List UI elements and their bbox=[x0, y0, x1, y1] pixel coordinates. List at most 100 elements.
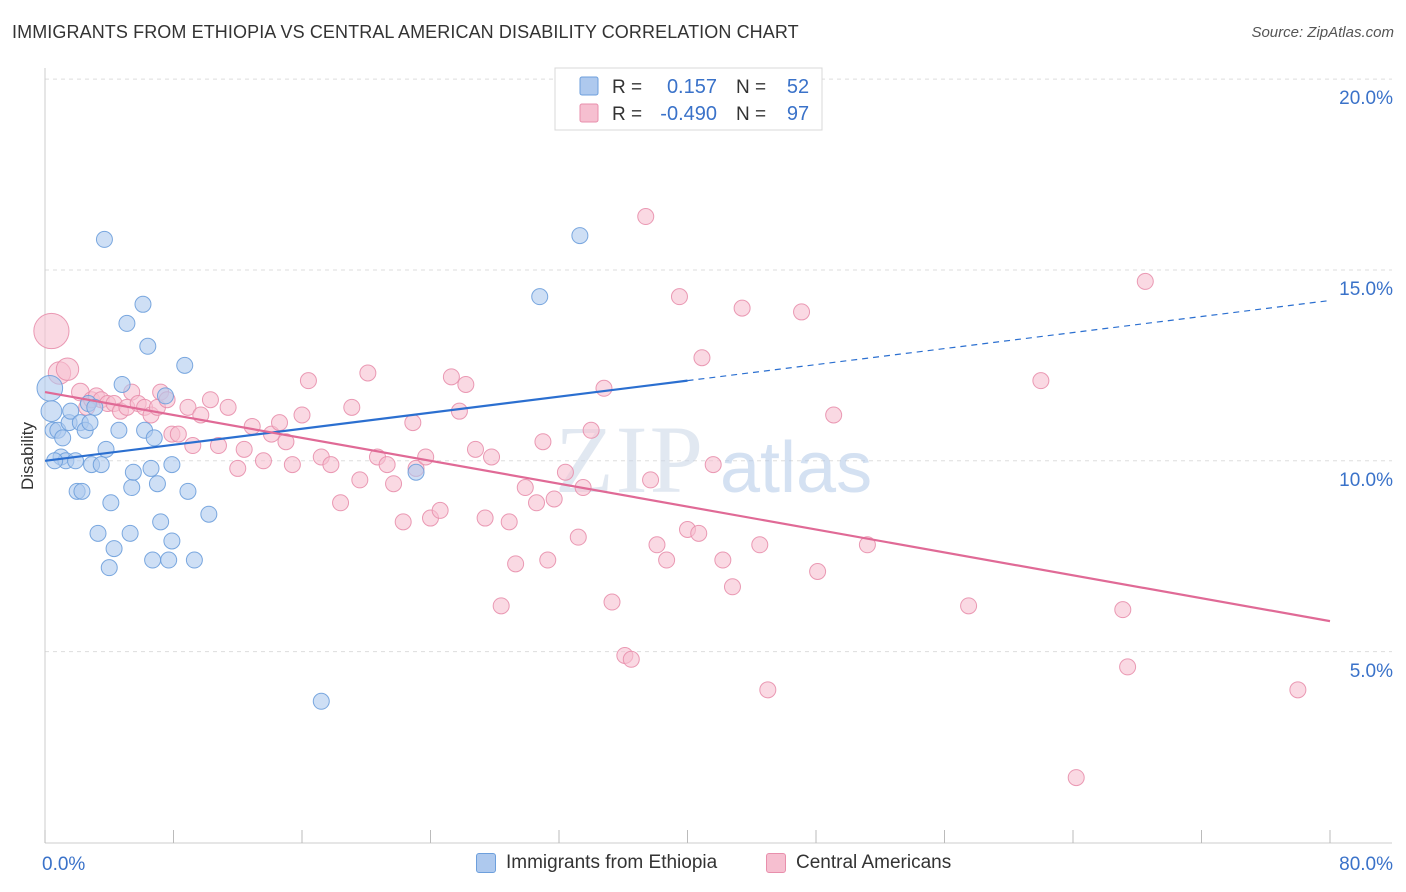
data-point bbox=[102, 494, 120, 512]
data-point bbox=[1114, 601, 1132, 619]
data-point bbox=[1289, 681, 1307, 699]
y-tick-label: 15.0% bbox=[1339, 279, 1393, 300]
data-point bbox=[139, 337, 157, 355]
data-point bbox=[124, 463, 142, 481]
data-point bbox=[1136, 272, 1154, 290]
data-point bbox=[670, 288, 688, 306]
legend-swatch-central-americans bbox=[766, 853, 786, 873]
data-point bbox=[359, 364, 377, 382]
data-point bbox=[658, 551, 676, 569]
data-point bbox=[176, 356, 194, 374]
series-legend: Immigrants from Ethiopia Central America… bbox=[0, 852, 1406, 878]
data-point bbox=[351, 471, 369, 489]
data-point bbox=[466, 440, 484, 458]
y-tick-label: 20.0% bbox=[1339, 88, 1393, 109]
data-point bbox=[145, 429, 163, 447]
data-point bbox=[404, 414, 422, 432]
data-point bbox=[476, 509, 494, 527]
data-point bbox=[73, 482, 91, 500]
data-point bbox=[693, 349, 711, 367]
data-point bbox=[531, 288, 549, 306]
data-point bbox=[417, 448, 435, 466]
data-point bbox=[148, 475, 166, 493]
data-point bbox=[714, 551, 732, 569]
watermark-atlas: atlas bbox=[720, 428, 872, 508]
data-point bbox=[516, 479, 534, 497]
data-point bbox=[457, 375, 475, 393]
data-point bbox=[483, 448, 501, 466]
legend-n-label-blue: N = bbox=[736, 77, 766, 98]
data-point bbox=[407, 463, 425, 481]
legend-r-value-blue: 0.157 bbox=[667, 76, 717, 98]
data-point bbox=[431, 501, 449, 519]
data-point bbox=[81, 414, 99, 432]
legend-swatch-pink bbox=[579, 103, 599, 123]
data-point bbox=[201, 391, 219, 409]
regression-lines bbox=[44, 299, 1331, 623]
data-point bbox=[642, 471, 660, 489]
data-point bbox=[312, 692, 330, 710]
data-point bbox=[36, 374, 64, 402]
data-point bbox=[534, 433, 552, 451]
data-point bbox=[960, 597, 978, 615]
data-point bbox=[185, 551, 203, 569]
data-point bbox=[648, 536, 666, 554]
data-point bbox=[121, 524, 139, 542]
data-point bbox=[113, 375, 131, 393]
data-point bbox=[243, 417, 261, 435]
y-axis-label: Disability bbox=[18, 421, 37, 490]
chart-title: IMMIGRANTS FROM ETHIOPIA VS CENTRAL AMER… bbox=[12, 22, 799, 42]
legend-label-central-americans: Central Americans bbox=[796, 852, 952, 873]
data-point bbox=[603, 593, 621, 611]
legend-item-central-americans[interactable]: Central Americans bbox=[766, 852, 951, 874]
regression-line-pink bbox=[44, 391, 1331, 623]
data-point bbox=[637, 208, 655, 226]
legend-r-label-pink: R = bbox=[612, 104, 642, 125]
data-point bbox=[759, 681, 777, 699]
data-point bbox=[123, 479, 141, 497]
data-point bbox=[160, 551, 178, 569]
data-point bbox=[809, 562, 827, 580]
data-point bbox=[569, 528, 587, 546]
data-point bbox=[62, 402, 80, 420]
regression-line-blue bbox=[44, 379, 688, 462]
legend-r-label-blue: R = bbox=[612, 77, 642, 98]
data-point bbox=[1067, 769, 1085, 787]
legend-swatch-blue bbox=[579, 76, 599, 96]
data-point bbox=[54, 429, 72, 447]
data-point bbox=[100, 559, 118, 577]
data-point bbox=[156, 387, 174, 405]
legend-r-value-pink: -0.490 bbox=[660, 103, 717, 125]
y-tick-label: 5.0% bbox=[1350, 661, 1393, 682]
data-point bbox=[394, 513, 412, 531]
data-point bbox=[144, 551, 162, 569]
data-point bbox=[723, 578, 741, 596]
data-point bbox=[33, 312, 70, 350]
data-point bbox=[235, 440, 253, 458]
data-point bbox=[556, 463, 574, 481]
data-point bbox=[1032, 372, 1050, 390]
data-point bbox=[442, 368, 460, 386]
data-point bbox=[793, 303, 811, 321]
data-point bbox=[200, 505, 218, 523]
data-point bbox=[271, 414, 289, 432]
data-point bbox=[528, 494, 546, 512]
x-tick-label-max: 80.0% bbox=[1339, 854, 1393, 875]
data-point bbox=[507, 555, 525, 573]
data-point bbox=[1119, 658, 1137, 676]
data-point bbox=[118, 314, 136, 332]
data-point bbox=[751, 536, 769, 554]
data-point bbox=[582, 421, 600, 439]
data-point bbox=[690, 524, 708, 542]
data-point bbox=[254, 452, 272, 470]
data-point bbox=[134, 295, 152, 313]
data-point bbox=[622, 650, 640, 668]
legend-item-ethiopia[interactable]: Immigrants from Ethiopia bbox=[476, 852, 717, 874]
data-point bbox=[539, 551, 557, 569]
data-point bbox=[105, 540, 123, 558]
data-point bbox=[179, 398, 197, 416]
correlation-legend: R = 0.157 N = 52 R = -0.490 N = 97 bbox=[554, 67, 823, 131]
data-point bbox=[571, 227, 589, 245]
y-tick-label: 10.0% bbox=[1339, 470, 1393, 491]
